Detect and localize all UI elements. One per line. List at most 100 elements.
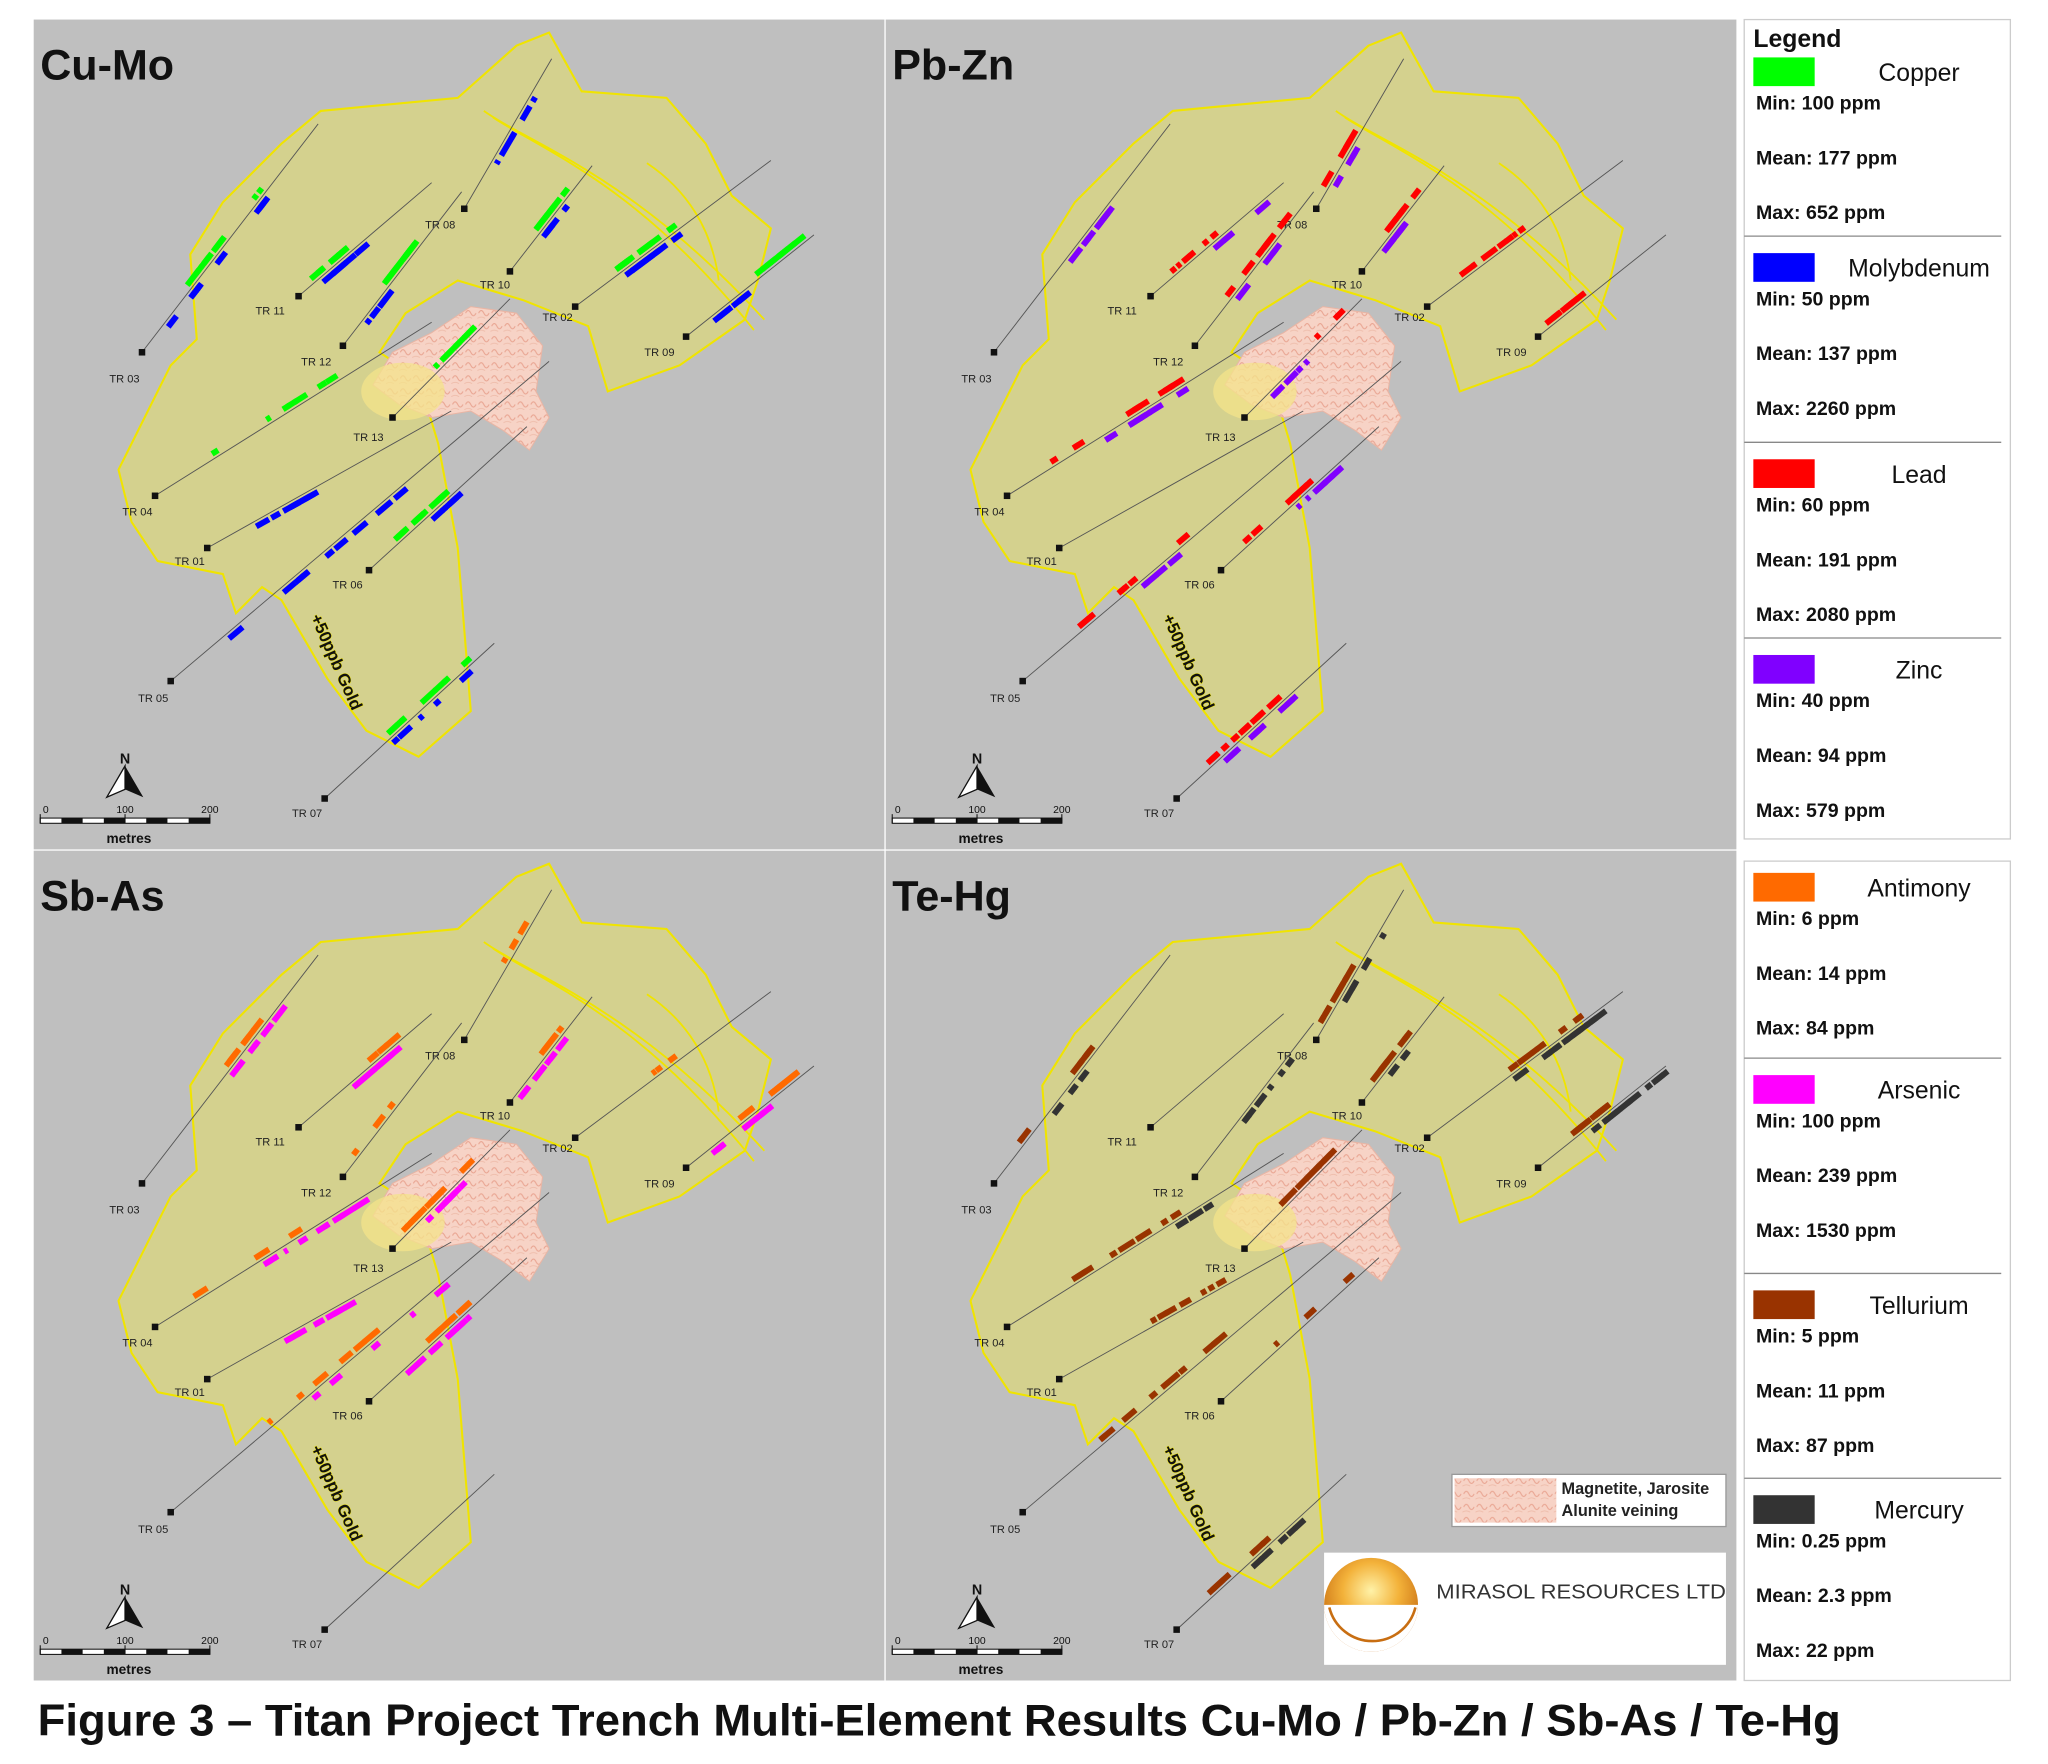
trench-line — [392, 298, 511, 418]
trench-sample — [1592, 1102, 1611, 1119]
trench-sample — [257, 201, 266, 210]
trench-line — [1537, 1065, 1667, 1169]
trench-sample — [1221, 230, 1236, 243]
trench-sample — [1254, 199, 1272, 216]
trench-label: TR 08 — [1277, 1050, 1307, 1062]
trench-label: TR 01 — [175, 1387, 205, 1399]
prospect-zone — [117, 31, 773, 758]
trench-sample — [216, 237, 225, 247]
trench-marker — [1217, 1398, 1225, 1405]
trench-sample — [351, 1147, 360, 1157]
scale-segment — [146, 818, 168, 824]
trench-sample — [1256, 248, 1264, 256]
scale-unit: metres — [958, 1662, 1003, 1677]
map-panels: TR 01 TR 02 TR 03 TR 04 TR 05 TR 06 TR 07 TR 08… — [33, 19, 1737, 1681]
trench-sample — [1618, 1098, 1633, 1112]
scale-segment — [913, 1649, 935, 1655]
trench-line — [1244, 298, 1363, 418]
trench-marker — [506, 1099, 514, 1106]
trench-sample — [442, 1315, 456, 1328]
trench-sample — [1570, 1025, 1585, 1039]
gold-halo — [1213, 362, 1297, 421]
north-label: N — [972, 751, 982, 767]
trench-marker — [167, 677, 174, 685]
trench-line — [207, 410, 452, 549]
trench-sample — [1077, 1069, 1090, 1083]
trench-line — [1426, 160, 1624, 307]
trench-sample — [1166, 1371, 1181, 1385]
trench-label: TR 08 — [425, 219, 455, 231]
legends: Legend Copper Min: 100 ppm Mean: 177 ppm Max… — [1743, 18, 2012, 1682]
trench-sample — [670, 231, 684, 244]
trench-marker — [1358, 1099, 1366, 1106]
trench-marker — [1173, 795, 1180, 802]
trench-sample — [458, 670, 472, 684]
trench-sample — [614, 259, 629, 272]
trench-line — [1315, 889, 1405, 1041]
trench-sample — [462, 324, 477, 340]
scale-segment — [998, 1649, 1020, 1655]
trench-sample — [1121, 1407, 1138, 1423]
trench-sample — [1094, 218, 1105, 230]
trench-sample — [226, 1047, 242, 1064]
trench-sample — [541, 1033, 558, 1053]
trench-label: TR 12 — [1153, 356, 1183, 368]
legend-element: Antimony — [1867, 875, 1971, 902]
trench-sample — [362, 1327, 381, 1345]
trench-line — [685, 1065, 815, 1169]
trench-sample — [1303, 1306, 1318, 1320]
trench-sample — [331, 1304, 348, 1318]
legend-box — [1743, 860, 2012, 1682]
legend-mean: Mean: 239 ppm — [1756, 1165, 1897, 1187]
scale-segment — [61, 1649, 83, 1655]
trench-sample — [428, 1189, 444, 1205]
trench-label: TR 05 — [138, 1524, 168, 1536]
trench-sample — [1653, 1072, 1666, 1084]
trench-label: TR 11 — [1108, 305, 1137, 317]
trench-line — [324, 642, 495, 799]
trench-line — [1315, 58, 1405, 209]
trench-sample — [530, 95, 538, 104]
outline-line — [1344, 116, 1607, 331]
outline-line — [1498, 162, 1572, 281]
trench-sample — [400, 1223, 411, 1233]
trench-label: TR 04 — [974, 506, 1004, 518]
trench-line — [1006, 1152, 1284, 1328]
scale-tick-label: 100 — [116, 1636, 134, 1647]
trench-sample — [1314, 479, 1328, 493]
trench-sample — [1187, 1207, 1205, 1222]
trench-sample — [1180, 249, 1197, 264]
outline-line — [646, 993, 720, 1112]
trench-sample — [1399, 1049, 1411, 1062]
trench-sample — [665, 225, 674, 234]
trench-sample — [1215, 1277, 1228, 1288]
trench-sample — [1169, 265, 1178, 274]
trench-line — [1426, 991, 1624, 1139]
trench-sample — [1167, 376, 1186, 391]
trench-label: TR 01 — [175, 556, 205, 568]
trench-sample — [1253, 1092, 1268, 1108]
trench-line — [392, 1129, 511, 1249]
trench-marker — [990, 1180, 998, 1187]
trench-sample — [782, 1071, 798, 1086]
trench-sample — [1544, 310, 1562, 326]
trench-sample — [210, 447, 220, 457]
trench-sample — [1077, 1050, 1091, 1066]
legend-swatch — [1753, 1075, 1815, 1104]
scale-segment — [998, 818, 1020, 824]
trench-sample — [269, 510, 282, 521]
trench-sample — [1177, 1365, 1188, 1376]
trench-sample — [1199, 1288, 1208, 1296]
trench-sample — [1127, 418, 1138, 428]
trench-sample — [463, 655, 473, 665]
trench-sample — [1511, 230, 1519, 239]
trench-label: TR 03 — [961, 1204, 991, 1216]
trench-sample — [1136, 414, 1145, 423]
trench-marker — [571, 303, 579, 310]
trench-label: TR 05 — [138, 693, 168, 705]
trench-label: TR 09 — [644, 347, 674, 359]
trench-sample — [1250, 1556, 1265, 1570]
trench-sample — [1209, 230, 1220, 240]
trench-label: TR 01 — [1027, 1387, 1057, 1399]
